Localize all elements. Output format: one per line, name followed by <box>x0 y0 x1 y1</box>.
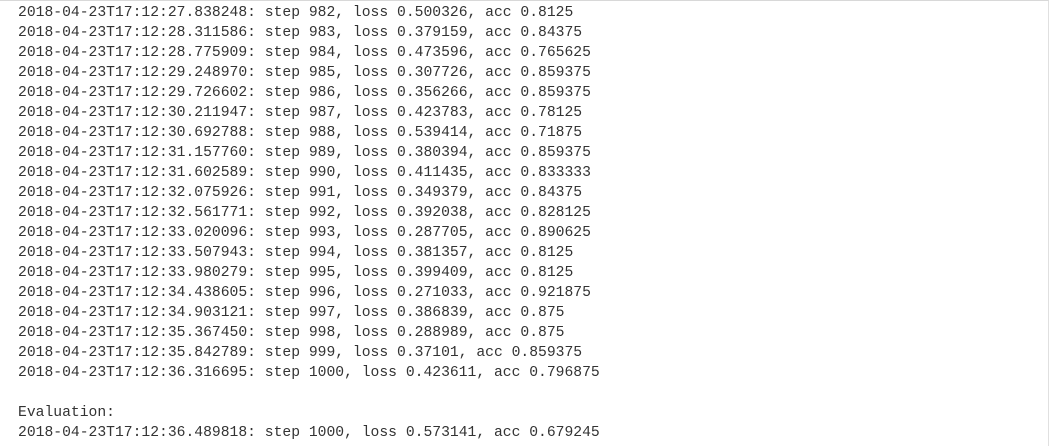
log-line: 2018-04-23T17:12:30.692788: step 988, lo… <box>18 125 583 141</box>
log-line: 2018-04-23T17:12:29.248970: step 985, lo… <box>18 65 591 81</box>
log-line: 2018-04-23T17:12:28.775909: step 984, lo… <box>18 45 591 61</box>
training-log: 2018-04-23T17:12:27.838248: step 982, lo… <box>18 3 600 383</box>
log-line: 2018-04-23T17:12:34.438605: step 996, lo… <box>18 285 591 301</box>
log-line: 2018-04-23T17:12:33.980279: step 995, lo… <box>18 265 574 281</box>
evaluation-heading: Evaluation: <box>18 405 115 421</box>
log: 2018-04-23T17:12:27.838248: step 982, lo… <box>18 3 600 443</box>
log-line: 2018-04-23T17:12:28.311586: step 983, lo… <box>18 25 583 41</box>
log-line: 2018-04-23T17:12:27.838248: step 982, lo… <box>18 5 574 21</box>
log-line: 2018-04-23T17:12:34.903121: step 997, lo… <box>18 305 565 321</box>
log-line: 2018-04-23T17:12:32.075926: step 991, lo… <box>18 185 583 201</box>
log-line: 2018-04-23T17:12:31.602589: step 990, lo… <box>18 165 591 181</box>
evaluation-line: 2018-04-23T17:12:36.489818: step 1000, l… <box>18 425 600 441</box>
log-line: 2018-04-23T17:12:29.726602: step 986, lo… <box>18 85 591 101</box>
log-line: 2018-04-23T17:12:35.367450: step 998, lo… <box>18 325 565 341</box>
blank-line <box>18 383 600 403</box>
log-line: 2018-04-23T17:12:33.507943: step 994, lo… <box>18 245 574 261</box>
log-line: 2018-04-23T17:12:30.211947: step 987, lo… <box>18 105 583 121</box>
log-line: 2018-04-23T17:12:33.020096: step 993, lo… <box>18 225 591 241</box>
log-line: 2018-04-23T17:12:36.316695: step 1000, l… <box>18 365 600 381</box>
log-line: 2018-04-23T17:12:31.157760: step 989, lo… <box>18 145 591 161</box>
log-line: 2018-04-23T17:12:32.561771: step 992, lo… <box>18 205 591 221</box>
log-line: 2018-04-23T17:12:35.842789: step 999, lo… <box>18 345 583 361</box>
